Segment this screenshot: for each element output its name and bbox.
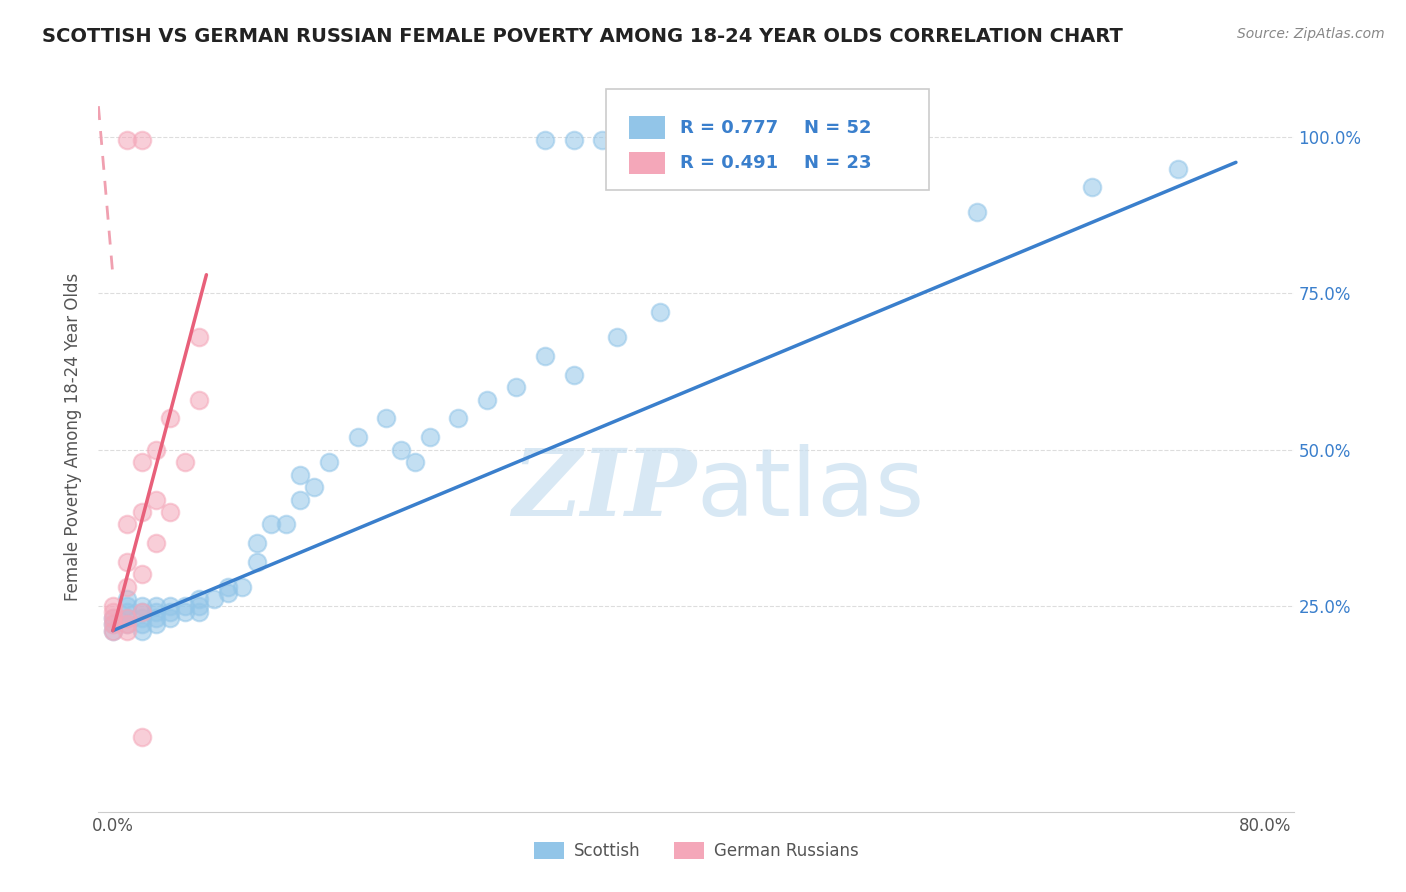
Point — [1081, 180, 1104, 194]
Point — [246, 555, 269, 569]
Point — [115, 517, 138, 532]
Point — [159, 505, 181, 519]
Point — [562, 133, 585, 147]
Point — [131, 730, 153, 744]
Point — [159, 605, 181, 619]
Point — [173, 455, 195, 469]
Point — [101, 624, 124, 638]
Point — [159, 411, 181, 425]
Point — [145, 442, 167, 457]
Point — [966, 205, 988, 219]
Point — [101, 617, 124, 632]
Point — [304, 480, 326, 494]
Point — [115, 133, 138, 147]
Point — [288, 467, 311, 482]
Point — [735, 133, 758, 147]
Point — [115, 555, 138, 569]
Point — [131, 505, 153, 519]
Point — [131, 567, 153, 582]
Text: R = 0.777: R = 0.777 — [681, 119, 779, 136]
Point — [101, 605, 124, 619]
Text: N = 52: N = 52 — [804, 119, 872, 136]
Point — [145, 599, 167, 613]
Point — [173, 599, 195, 613]
Point — [346, 430, 368, 444]
Point — [173, 605, 195, 619]
Point — [131, 605, 153, 619]
Point — [188, 392, 211, 407]
Point — [246, 536, 269, 550]
Point — [115, 624, 138, 638]
Text: N = 23: N = 23 — [804, 153, 872, 172]
Point — [1167, 161, 1189, 176]
Point — [562, 368, 585, 382]
Point — [101, 599, 124, 613]
Point — [188, 599, 211, 613]
Point — [115, 617, 138, 632]
Point — [101, 611, 124, 625]
Point — [145, 492, 167, 507]
Point — [131, 611, 153, 625]
Point — [101, 617, 124, 632]
Point — [260, 517, 283, 532]
Legend: Scottish, German Russians: Scottish, German Russians — [527, 836, 865, 867]
Point — [389, 442, 412, 457]
Point — [115, 592, 138, 607]
Point — [274, 517, 297, 532]
Point — [648, 305, 671, 319]
Point — [533, 133, 555, 147]
Point — [115, 611, 138, 625]
Point — [131, 455, 153, 469]
FancyBboxPatch shape — [628, 116, 665, 139]
Point — [159, 599, 181, 613]
Point — [115, 617, 138, 632]
Point — [447, 411, 470, 425]
Point — [318, 455, 340, 469]
Text: Source: ZipAtlas.com: Source: ZipAtlas.com — [1237, 27, 1385, 41]
Point — [145, 617, 167, 632]
Y-axis label: Female Poverty Among 18-24 Year Olds: Female Poverty Among 18-24 Year Olds — [63, 273, 82, 601]
Text: atlas: atlas — [696, 443, 924, 535]
Point — [131, 624, 153, 638]
Point — [606, 133, 628, 147]
Text: ZIP: ZIP — [512, 444, 696, 534]
Point — [591, 133, 613, 147]
Point — [131, 617, 153, 632]
Text: R = 0.491: R = 0.491 — [681, 153, 779, 172]
Point — [188, 330, 211, 344]
Point — [159, 611, 181, 625]
Point — [188, 592, 211, 607]
Point — [375, 411, 398, 425]
Point — [288, 492, 311, 507]
Point — [131, 599, 153, 613]
Point — [231, 580, 253, 594]
Point — [477, 392, 499, 407]
Point — [115, 599, 138, 613]
Point — [145, 536, 167, 550]
Point — [131, 133, 153, 147]
Point — [419, 430, 441, 444]
Point — [145, 611, 167, 625]
Point — [505, 380, 527, 394]
Point — [101, 611, 124, 625]
Point — [533, 349, 555, 363]
Point — [101, 624, 124, 638]
FancyBboxPatch shape — [606, 88, 929, 190]
Text: SCOTTISH VS GERMAN RUSSIAN FEMALE POVERTY AMONG 18-24 YEAR OLDS CORRELATION CHAR: SCOTTISH VS GERMAN RUSSIAN FEMALE POVERT… — [42, 27, 1123, 45]
Point — [202, 592, 225, 607]
Point — [115, 611, 138, 625]
Point — [188, 605, 211, 619]
Point — [115, 580, 138, 594]
FancyBboxPatch shape — [628, 152, 665, 174]
Point — [145, 605, 167, 619]
Point — [606, 330, 628, 344]
Point — [634, 133, 657, 147]
Point — [131, 605, 153, 619]
Point — [115, 605, 138, 619]
Point — [217, 580, 239, 594]
Point — [404, 455, 426, 469]
Point — [217, 586, 239, 600]
